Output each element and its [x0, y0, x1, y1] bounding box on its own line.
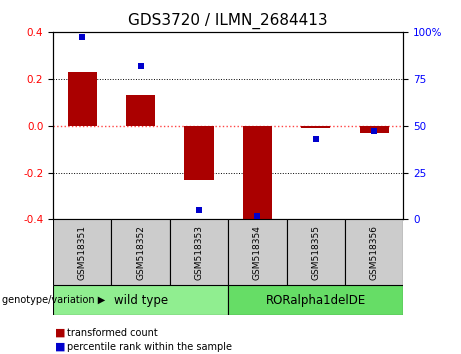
Bar — [53, 285, 228, 315]
Bar — [228, 219, 287, 285]
Text: GSM518353: GSM518353 — [195, 225, 203, 280]
Bar — [170, 219, 228, 285]
Title: GDS3720 / ILMN_2684413: GDS3720 / ILMN_2684413 — [128, 13, 328, 29]
Bar — [345, 219, 403, 285]
Text: GSM518352: GSM518352 — [136, 225, 145, 280]
Point — [312, 136, 319, 142]
Point — [254, 213, 261, 218]
Point — [78, 35, 86, 40]
Bar — [360, 126, 389, 133]
Text: genotype/variation ▶: genotype/variation ▶ — [2, 295, 106, 305]
Bar — [287, 219, 345, 285]
Text: transformed count: transformed count — [67, 328, 158, 338]
Point — [137, 63, 144, 68]
Point — [371, 129, 378, 134]
Text: RORalpha1delDE: RORalpha1delDE — [266, 293, 366, 307]
Text: ■: ■ — [55, 342, 66, 352]
Text: ■: ■ — [55, 328, 66, 338]
Bar — [112, 219, 170, 285]
Point — [195, 207, 203, 213]
Text: GSM518356: GSM518356 — [370, 225, 378, 280]
Text: wild type: wild type — [113, 293, 168, 307]
Bar — [68, 72, 97, 126]
Bar — [243, 126, 272, 222]
Bar — [126, 95, 155, 126]
Bar — [301, 126, 331, 128]
Bar — [184, 126, 213, 179]
Text: GSM518354: GSM518354 — [253, 225, 262, 280]
Bar — [228, 285, 403, 315]
Text: GSM518355: GSM518355 — [311, 225, 320, 280]
Bar — [53, 219, 112, 285]
Text: percentile rank within the sample: percentile rank within the sample — [67, 342, 232, 352]
Text: GSM518351: GSM518351 — [78, 225, 87, 280]
